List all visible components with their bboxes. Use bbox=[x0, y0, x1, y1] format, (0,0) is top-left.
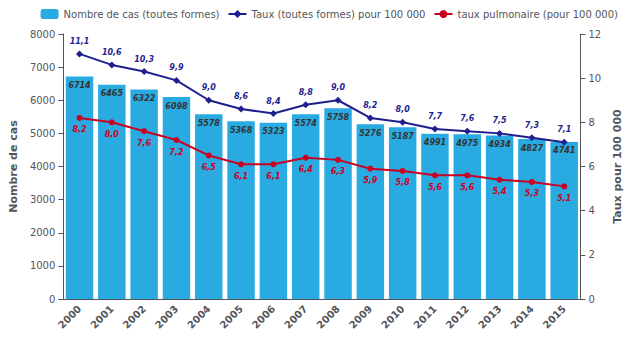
svg-text:8,2: 8,2 bbox=[363, 101, 378, 110]
svg-text:6322: 6322 bbox=[133, 94, 156, 103]
svg-text:2009: 2009 bbox=[347, 303, 374, 330]
svg-text:Taux pour 100 000: Taux pour 100 000 bbox=[611, 109, 624, 224]
svg-text:0: 0 bbox=[588, 294, 594, 305]
svg-text:8,6: 8,6 bbox=[234, 92, 249, 101]
svg-text:2007: 2007 bbox=[282, 303, 309, 330]
svg-text:2: 2 bbox=[588, 249, 594, 260]
svg-text:5368: 5368 bbox=[230, 126, 253, 135]
svg-text:10,3: 10,3 bbox=[134, 55, 154, 64]
svg-text:2014: 2014 bbox=[508, 303, 535, 330]
svg-text:2005: 2005 bbox=[218, 303, 245, 330]
svg-text:8,0: 8,0 bbox=[396, 105, 411, 114]
svg-text:2002: 2002 bbox=[121, 303, 148, 330]
svg-text:5,1: 5,1 bbox=[557, 194, 571, 203]
svg-text:6714: 6714 bbox=[68, 81, 91, 90]
svg-text:2004: 2004 bbox=[185, 303, 212, 330]
svg-text:10: 10 bbox=[588, 73, 601, 84]
svg-text:6465: 6465 bbox=[101, 89, 124, 98]
svg-text:5,9: 5,9 bbox=[363, 176, 378, 185]
svg-text:5323: 5323 bbox=[262, 127, 285, 136]
svg-text:6,1: 6,1 bbox=[234, 172, 248, 181]
svg-text:2006: 2006 bbox=[250, 303, 277, 330]
svg-text:7,7: 7,7 bbox=[428, 112, 443, 121]
svg-text:11,1: 11,1 bbox=[70, 37, 90, 46]
svg-text:6: 6 bbox=[588, 161, 594, 172]
svg-text:5276: 5276 bbox=[359, 129, 382, 138]
svg-text:6,5: 6,5 bbox=[202, 163, 217, 172]
svg-text:8,4: 8,4 bbox=[266, 97, 281, 106]
svg-text:2010: 2010 bbox=[379, 303, 406, 330]
svg-text:4827: 4827 bbox=[520, 144, 544, 153]
svg-text:7000: 7000 bbox=[30, 62, 55, 73]
svg-text:7,6: 7,6 bbox=[137, 139, 152, 148]
svg-text:5578: 5578 bbox=[198, 119, 221, 128]
svg-text:5,4: 5,4 bbox=[493, 187, 508, 196]
svg-text:8,2: 8,2 bbox=[72, 125, 87, 134]
svg-text:6,1: 6,1 bbox=[266, 172, 280, 181]
svg-text:7,5: 7,5 bbox=[493, 116, 508, 125]
svg-text:4741: 4741 bbox=[552, 146, 575, 155]
svg-text:7,3: 7,3 bbox=[525, 121, 540, 130]
svg-text:2015: 2015 bbox=[541, 303, 568, 330]
svg-text:5,6: 5,6 bbox=[460, 183, 475, 192]
svg-text:2000: 2000 bbox=[30, 227, 55, 238]
svg-text:2001: 2001 bbox=[88, 303, 115, 330]
svg-text:9,0: 9,0 bbox=[331, 83, 346, 92]
svg-text:8000: 8000 bbox=[30, 29, 55, 40]
svg-text:6,4: 6,4 bbox=[299, 165, 314, 174]
svg-text:9,0: 9,0 bbox=[202, 83, 217, 92]
svg-text:7,6: 7,6 bbox=[460, 114, 475, 123]
svg-text:3000: 3000 bbox=[30, 194, 55, 205]
svg-text:9,9: 9,9 bbox=[169, 63, 184, 72]
svg-text:5000: 5000 bbox=[30, 128, 55, 139]
svg-text:Nombre de cas (toutes formes): Nombre de cas (toutes formes) bbox=[64, 9, 220, 20]
svg-text:taux pulmonaire (pour 100 000): taux pulmonaire (pour 100 000) bbox=[457, 9, 618, 20]
svg-text:12: 12 bbox=[588, 29, 601, 40]
svg-text:2012: 2012 bbox=[444, 303, 471, 330]
svg-text:5758: 5758 bbox=[327, 113, 350, 122]
svg-text:5,6: 5,6 bbox=[428, 183, 443, 192]
svg-text:7,1: 7,1 bbox=[557, 125, 571, 134]
svg-text:4000: 4000 bbox=[30, 161, 55, 172]
svg-text:6,3: 6,3 bbox=[331, 167, 346, 176]
svg-text:6000: 6000 bbox=[30, 95, 55, 106]
svg-text:4975: 4975 bbox=[455, 139, 479, 148]
svg-text:5187: 5187 bbox=[392, 132, 415, 141]
svg-text:2000: 2000 bbox=[56, 303, 83, 330]
svg-text:2011: 2011 bbox=[411, 303, 438, 330]
svg-text:1000: 1000 bbox=[30, 260, 55, 271]
svg-text:2013: 2013 bbox=[476, 303, 503, 330]
svg-text:6098: 6098 bbox=[165, 102, 188, 111]
svg-text:4934: 4934 bbox=[487, 140, 511, 149]
svg-text:8,0: 8,0 bbox=[105, 130, 120, 139]
svg-text:5,3: 5,3 bbox=[525, 189, 540, 198]
svg-text:5,8: 5,8 bbox=[396, 178, 411, 187]
svg-text:0: 0 bbox=[49, 294, 55, 305]
svg-text:4991: 4991 bbox=[423, 138, 446, 147]
svg-text:Nombre de cas: Nombre de cas bbox=[7, 120, 20, 213]
svg-text:2008: 2008 bbox=[314, 303, 341, 330]
svg-text:2003: 2003 bbox=[153, 303, 180, 330]
svg-text:7,2: 7,2 bbox=[169, 148, 184, 157]
svg-text:10,6: 10,6 bbox=[102, 48, 122, 57]
svg-text:8: 8 bbox=[588, 117, 594, 128]
svg-text:4: 4 bbox=[588, 205, 594, 216]
svg-text:Taux (toutes formes) pour 100: Taux (toutes formes) pour 100 000 bbox=[251, 9, 426, 20]
svg-text:8,8: 8,8 bbox=[299, 88, 314, 97]
svg-text:5574: 5574 bbox=[295, 119, 318, 128]
